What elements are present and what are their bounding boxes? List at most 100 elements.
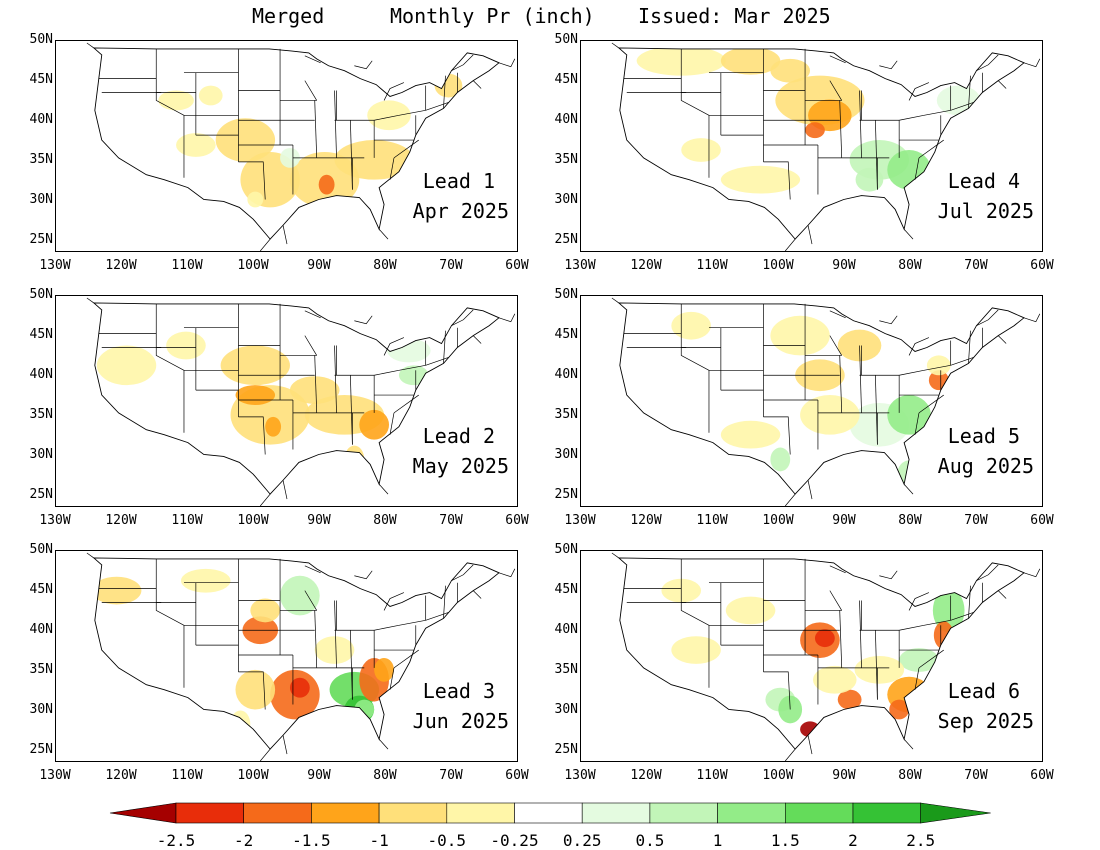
lat-tick-label: 40N <box>554 112 578 127</box>
month-label: May 2025 <box>412 454 509 478</box>
lon-tick-label: 70W <box>439 513 463 528</box>
colorbar-tick-label: -2 <box>234 831 254 850</box>
lat-tick-label: 45N <box>29 72 53 87</box>
lon-tick-label: 70W <box>439 258 463 273</box>
lat-tick-label: 25N <box>29 232 53 247</box>
lon-tick-label: 100W <box>762 768 794 783</box>
lon-tick-label: 130W <box>564 768 596 783</box>
us-map <box>611 297 1041 506</box>
anomaly-region <box>220 345 290 386</box>
anomaly-region <box>96 345 157 386</box>
lon-tick-label: 110W <box>696 768 728 783</box>
anomaly-region <box>805 122 825 139</box>
issued-title: Issued: Mar 2025 <box>638 4 831 28</box>
anomaly-region <box>932 588 965 633</box>
lon-tick-label: 90W <box>832 768 856 783</box>
anomaly-region <box>899 648 939 672</box>
lat-tick-label: 30N <box>554 447 578 462</box>
lon-tick-label: 80W <box>898 768 922 783</box>
lat-tick-label: 40N <box>554 622 578 637</box>
anomaly-region <box>359 409 390 440</box>
lat-tick-label: 30N <box>554 192 578 207</box>
colorbar-tick-label: -0.25 <box>490 831 539 850</box>
lon-tick-label: 100W <box>237 768 269 783</box>
lon-tick-label: 100W <box>762 513 794 528</box>
anomaly-region <box>354 699 375 720</box>
lat-tick-label: 50N <box>554 32 578 47</box>
colorbar-segment <box>784 802 854 824</box>
colorbar-segment <box>514 802 583 824</box>
lon-tick-label: 120W <box>105 768 137 783</box>
lon-tick-label: 90W <box>307 513 331 528</box>
colorbar-segment <box>175 802 244 824</box>
lon-tick-label: 120W <box>630 768 662 783</box>
lat-tick-label: 30N <box>554 702 578 717</box>
lead-label: Lead 6 <box>947 679 1020 703</box>
lon-tick-label: 90W <box>832 513 856 528</box>
lon-tick-label: 130W <box>39 768 71 783</box>
lat-tick-label: 45N <box>554 327 578 342</box>
anomaly-region <box>367 100 411 131</box>
lat-tick-label: 30N <box>29 447 53 462</box>
lon-tick-label: 100W <box>237 258 269 273</box>
lat-tick-label: 35N <box>29 662 53 677</box>
lon-tick-label: 80W <box>373 258 397 273</box>
lat-tick-label: 50N <box>29 287 53 302</box>
anomaly-region <box>800 721 820 738</box>
lon-tick-label: 70W <box>964 513 988 528</box>
lon-tick-label: 110W <box>171 513 203 528</box>
map-panel-2: Lead 4 Jul 2025 <box>580 40 1043 252</box>
colorbar-tick-label: 1.5 <box>770 831 800 850</box>
lat-tick-label: 30N <box>29 192 53 207</box>
lat-tick-label: 40N <box>29 112 53 127</box>
anomaly-region <box>334 140 414 180</box>
lat-tick-label: 35N <box>554 152 578 167</box>
colorbar-high-arrow <box>920 802 991 824</box>
colorbar-segment <box>717 802 786 824</box>
variable-title: Monthly Pr (inch) <box>390 4 595 28</box>
anomaly-region <box>837 689 862 710</box>
anomaly-region <box>181 568 231 593</box>
lon-tick-label: 130W <box>564 258 596 273</box>
anomaly-region <box>289 677 310 698</box>
lead-label: Lead 2 <box>422 424 495 448</box>
anomaly-region <box>887 395 931 435</box>
anomaly-region <box>933 621 954 650</box>
colorbar-tick-label: -2.5 <box>156 831 196 850</box>
lat-tick-label: 25N <box>29 487 53 502</box>
map-panel-1: Lead 1 Apr 2025 <box>55 40 518 252</box>
map-panel-4: Lead 5 Aug 2025 <box>580 295 1043 507</box>
colorbar-segment <box>243 802 312 824</box>
anomaly-region <box>93 576 142 605</box>
lat-tick-label: 40N <box>29 367 53 382</box>
lon-tick-label: 120W <box>630 258 662 273</box>
us-map <box>86 297 516 506</box>
figure-title: Merged Monthly Pr (inch) Issued: Mar 202… <box>0 4 1100 34</box>
anomaly-region <box>778 695 803 724</box>
us-map <box>86 552 516 761</box>
us-map <box>86 42 516 251</box>
anomaly-region <box>318 174 335 195</box>
lon-tick-label: 80W <box>898 513 922 528</box>
colorbar-tick-label: -1 <box>369 831 389 850</box>
anomaly-region <box>215 118 276 162</box>
lon-tick-label: 80W <box>373 513 397 528</box>
anomaly-region <box>671 311 711 340</box>
colorbar-tick-label: 2 <box>848 831 858 850</box>
lon-tick-label: 90W <box>832 258 856 273</box>
lon-tick-label: 60W <box>1030 258 1054 273</box>
lat-tick-label: 50N <box>29 32 53 47</box>
anomaly-region <box>280 147 300 168</box>
colorbar-tick-label: 1 <box>712 831 723 850</box>
lat-tick-label: 45N <box>554 72 578 87</box>
lon-tick-label: 60W <box>505 768 529 783</box>
anomaly-region <box>814 629 835 648</box>
anomaly-region <box>158 90 194 111</box>
anomaly-region <box>936 85 981 116</box>
us-map <box>611 42 1041 251</box>
anomaly-region <box>720 420 781 449</box>
lat-tick-label: 45N <box>29 582 53 597</box>
anomaly-region <box>889 699 910 720</box>
lat-tick-label: 45N <box>554 582 578 597</box>
lat-tick-label: 35N <box>29 407 53 422</box>
